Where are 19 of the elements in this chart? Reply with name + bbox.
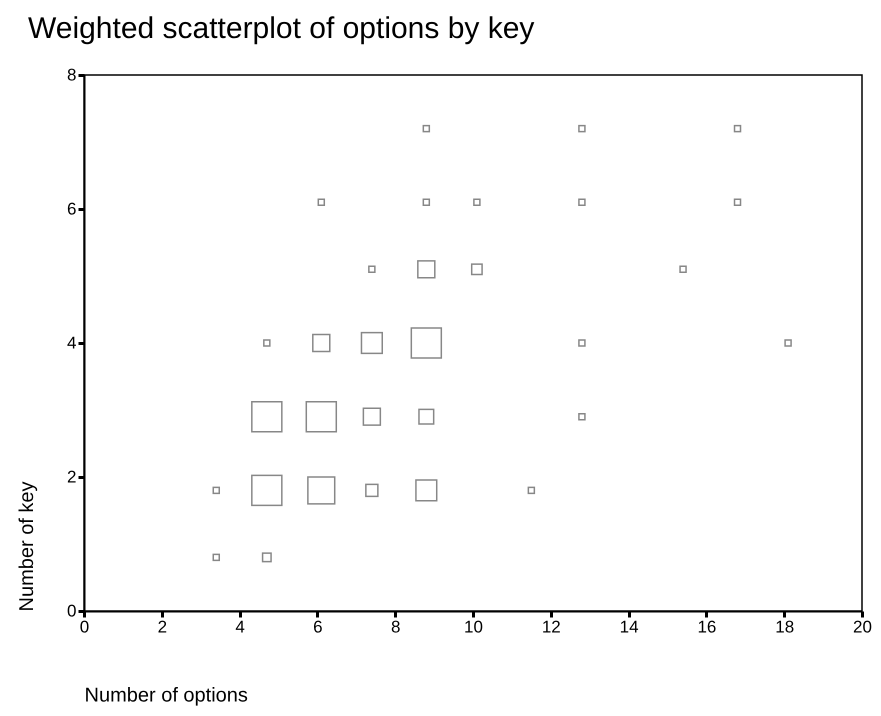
x-axis-title: Number of options <box>84 684 248 706</box>
y-axis-title: Number of key <box>16 481 38 612</box>
x-tick-label: 0 <box>80 618 90 636</box>
x-tick-label: 12 <box>542 618 561 636</box>
x-tick-label: 4 <box>235 618 245 636</box>
x-tick-label: 14 <box>620 618 639 636</box>
y-tick-label: 2 <box>67 468 76 486</box>
x-tick-label: 10 <box>464 618 483 636</box>
y-tick-label: 6 <box>67 200 76 218</box>
x-tick-label: 8 <box>390 618 400 636</box>
x-tick-label: 20 <box>853 618 872 636</box>
x-tick-label: 16 <box>697 618 716 636</box>
x-tick-label: 18 <box>775 618 794 636</box>
x-tick-label: 6 <box>313 618 323 636</box>
y-tick-label: 0 <box>67 602 76 620</box>
y-tick-label: 4 <box>67 334 76 352</box>
y-tick-label: 8 <box>67 66 76 84</box>
chart-title: Weighted scatterplot of options by key <box>28 12 534 45</box>
x-tick-label: 2 <box>158 618 168 636</box>
